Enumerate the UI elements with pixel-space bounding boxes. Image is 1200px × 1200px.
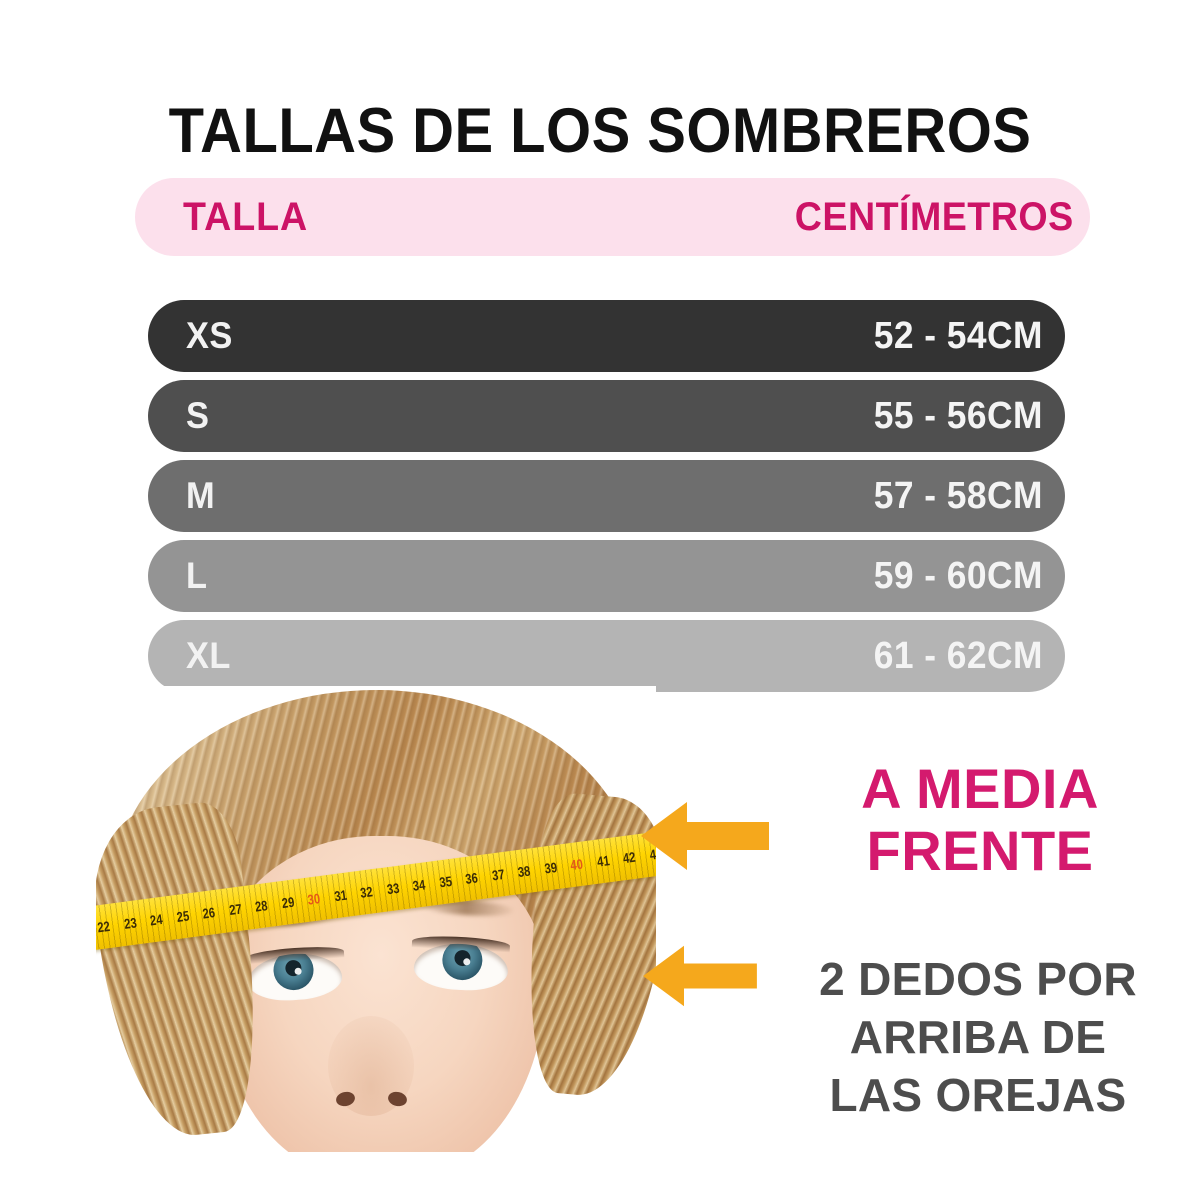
callout-secondary-line2: ARRIBA DE xyxy=(849,1011,1107,1063)
photo-canvas: 22 23 24 25 26 27 28 29 30 31 32 33 34 35 36 37 38 39 40 41… xyxy=(96,686,656,1152)
tape-number: 30 xyxy=(306,890,322,908)
table-row: XS 52 - 54CM xyxy=(148,300,1065,372)
header-size-label: TALLA xyxy=(183,194,309,239)
row-cm-value: 59 - 60CM xyxy=(873,554,1043,597)
table-row: S 55 - 56CM xyxy=(148,380,1065,452)
row-size-label: M xyxy=(186,475,216,516)
tape-number: 28 xyxy=(254,897,269,915)
callout-secondary: 2 DEDOS POR ARRIBA DE LAS OREJAS xyxy=(762,950,1194,1124)
callout-secondary-line1: 2 DEDOS POR xyxy=(819,953,1137,1005)
tape-number: 39 xyxy=(543,859,558,877)
tape-number: 41 xyxy=(595,852,611,870)
row-cm-value: 52 - 54CM xyxy=(873,314,1043,357)
tape-number: 38 xyxy=(516,862,532,881)
table-body: XS 52 - 54CM S 55 - 56CM M 57 - 58CM L 5… xyxy=(148,300,1078,700)
table-row: M 57 - 58CM xyxy=(148,460,1065,532)
table-header-row: TALLA CENTÍMETROS xyxy=(135,178,1090,256)
tape-number: 32 xyxy=(359,883,374,901)
row-size-label: S xyxy=(186,395,210,436)
tape-number: 31 xyxy=(332,886,348,905)
tape-number: 35 xyxy=(437,872,453,891)
pupil xyxy=(454,949,471,967)
tape-number: 26 xyxy=(201,904,216,922)
measurement-photo: 22 23 24 25 26 27 28 29 30 31 32 33 34 35 36 37 38 39 40 41… xyxy=(96,686,656,1152)
row-size-label: XL xyxy=(186,635,231,676)
row-cm-value: 61 - 62CM xyxy=(873,634,1043,677)
tape-number: 37 xyxy=(490,866,505,884)
tape-number: 25 xyxy=(175,907,190,926)
tape-number: 36 xyxy=(464,869,479,887)
row-cm-value: 57 - 58CM xyxy=(873,474,1043,517)
arrow-left-icon xyxy=(641,800,769,872)
tape-number: 24 xyxy=(148,910,164,929)
row-size-label: XS xyxy=(186,315,233,356)
tape-number: 27 xyxy=(227,900,243,919)
eye-glint xyxy=(463,958,471,966)
header-cm-label: CENTÍMETROS xyxy=(795,194,1074,239)
eye-glint xyxy=(294,967,302,976)
arrow-left-icon xyxy=(641,944,759,1008)
size-table: TALLA CENTÍMETROS XS 52 - 54CM S 55 - 56… xyxy=(135,178,1095,692)
row-cm-value: 55 - 56CM xyxy=(873,394,1043,437)
callout-primary-line2: FRENTE xyxy=(866,819,1094,882)
tape-number: 22 xyxy=(96,917,111,936)
row-size-label: L xyxy=(186,555,208,596)
tape-number: 23 xyxy=(122,914,138,932)
callout-primary: A MEDIA FRENTE xyxy=(770,758,1190,882)
tape-number: 42 xyxy=(621,848,637,867)
callout-primary-line1: A MEDIA xyxy=(861,757,1099,820)
tape-number: 33 xyxy=(385,879,400,898)
callout-secondary-line3: LAS OREJAS xyxy=(829,1069,1127,1121)
tape-number: 34 xyxy=(411,876,427,894)
table-row: XL 61 - 62CM xyxy=(148,620,1065,692)
page-title: TALLAS DE LOS SOMBREROS xyxy=(168,96,1032,166)
table-row: L 59 - 60CM xyxy=(148,540,1065,612)
tape-number: 40 xyxy=(569,855,584,874)
tape-number: 29 xyxy=(280,893,295,912)
pupil xyxy=(284,959,302,977)
